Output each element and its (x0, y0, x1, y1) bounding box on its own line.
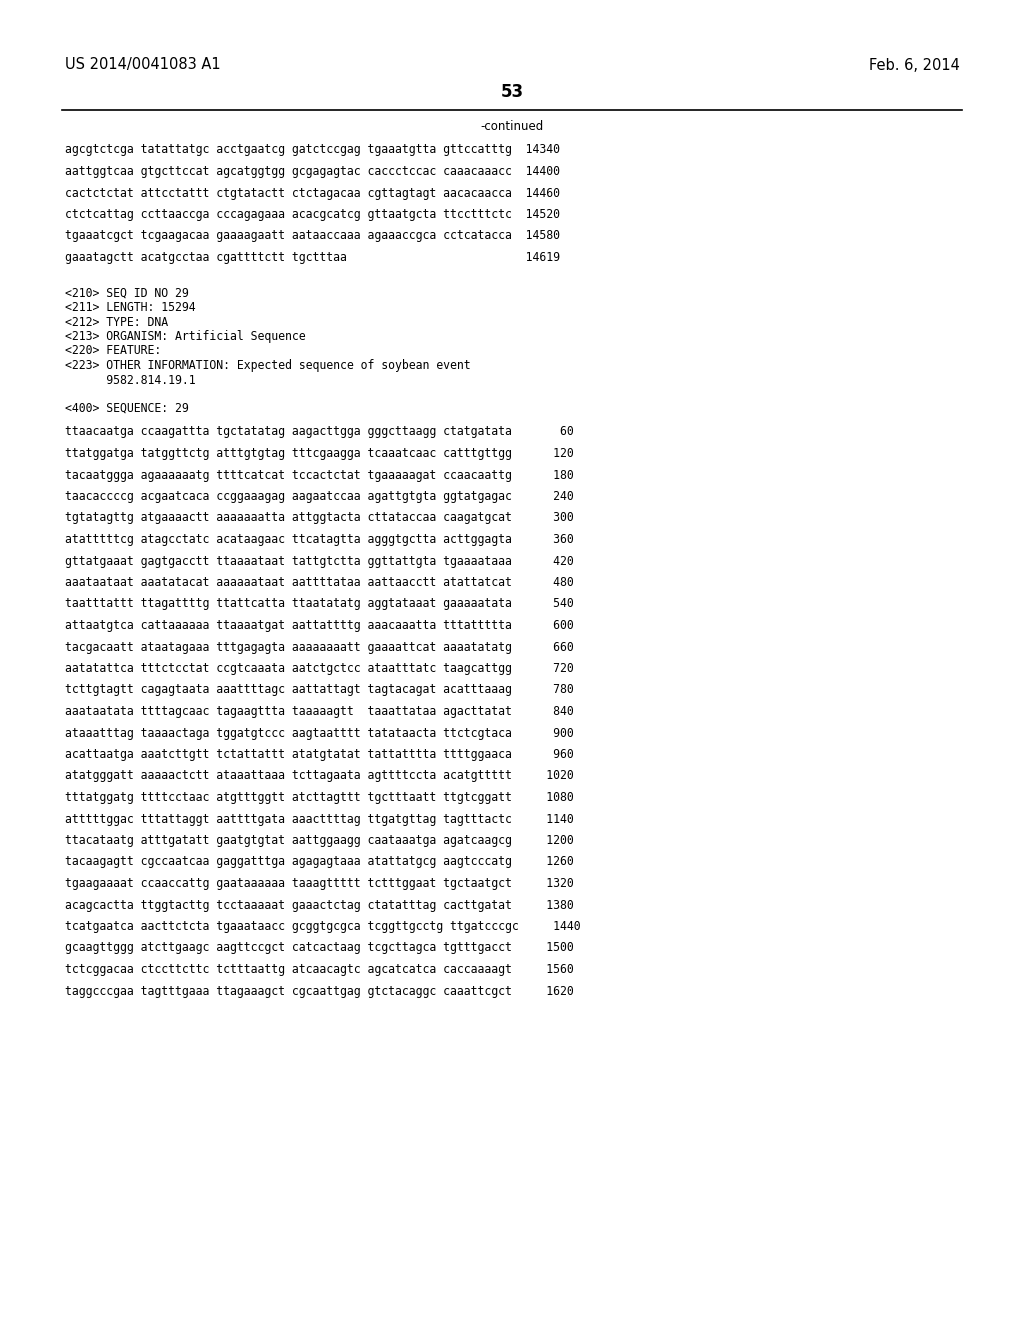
Text: ttatggatga tatggttctg atttgtgtag tttcgaagga tcaaatcaac catttgttgg      120: ttatggatga tatggttctg atttgtgtag tttcgaa… (65, 447, 573, 459)
Text: gcaagttggg atcttgaagc aagttccgct catcactaag tcgcttagca tgtttgacct     1500: gcaagttggg atcttgaagc aagttccgct catcact… (65, 941, 573, 954)
Text: cactctctat attcctattt ctgtatactt ctctagacaa cgttagtagt aacacaacca  14460: cactctctat attcctattt ctgtatactt ctctaga… (65, 186, 560, 199)
Text: aaataataat aaatatacat aaaaaataat aattttataa aattaacctt atattatcat      480: aaataataat aaatatacat aaaaaataat aatttta… (65, 576, 573, 589)
Text: <210> SEQ ID NO 29: <210> SEQ ID NO 29 (65, 286, 188, 300)
Text: Feb. 6, 2014: Feb. 6, 2014 (869, 58, 961, 73)
Text: aatatattca tttctcctat ccgtcaaata aatctgctcc ataatttatc taagcattgg      720: aatatattca tttctcctat ccgtcaaata aatctgc… (65, 663, 573, 675)
Text: <223> OTHER INFORMATION: Expected sequence of soybean event: <223> OTHER INFORMATION: Expected sequen… (65, 359, 471, 372)
Text: atatgggatt aaaaactctt ataaattaaa tcttagaata agttttccta acatgttttt     1020: atatgggatt aaaaactctt ataaattaaa tcttaga… (65, 770, 573, 783)
Text: <211> LENGTH: 15294: <211> LENGTH: 15294 (65, 301, 196, 314)
Text: US 2014/0041083 A1: US 2014/0041083 A1 (65, 58, 220, 73)
Text: attaatgtca cattaaaaaa ttaaaatgat aattattttg aaacaaatta tttattttta      600: attaatgtca cattaaaaaa ttaaaatgat aattatt… (65, 619, 573, 632)
Text: acagcactta ttggtacttg tcctaaaaat gaaactctag ctatatttag cacttgatat     1380: acagcactta ttggtacttg tcctaaaaat gaaactc… (65, 899, 573, 912)
Text: tacaatggga agaaaaaatg ttttcatcat tccactctat tgaaaaagat ccaacaattg      180: tacaatggga agaaaaaatg ttttcatcat tccactc… (65, 469, 573, 482)
Text: tgtatagttg atgaaaactt aaaaaaatta attggtacta cttataccaa caagatgcat      300: tgtatagttg atgaaaactt aaaaaaatta attggta… (65, 511, 573, 524)
Text: <220> FEATURE:: <220> FEATURE: (65, 345, 161, 358)
Text: ataaatttag taaaactaga tggatgtccc aagtaatttt tatataacta ttctcgtaca      900: ataaatttag taaaactaga tggatgtccc aagtaat… (65, 726, 573, 739)
Text: aattggtcaa gtgcttccat agcatggtgg gcgagagtac caccctccac caaacaaacc  14400: aattggtcaa gtgcttccat agcatggtgg gcgagag… (65, 165, 560, 178)
Text: taacaccccg acgaatcaca ccggaaagag aagaatccaa agattgtgta ggtatgagac      240: taacaccccg acgaatcaca ccggaaagag aagaatc… (65, 490, 573, 503)
Text: atatttttcg atagcctatc acataagaac ttcatagtta agggtgctta acttggagta      360: atatttttcg atagcctatc acataagaac ttcatag… (65, 533, 573, 546)
Text: tgaaatcgct tcgaagacaa gaaaagaatt aataaccaaa agaaaccgca cctcatacca  14580: tgaaatcgct tcgaagacaa gaaaagaatt aataacc… (65, 230, 560, 243)
Text: gaaatagctt acatgcctaa cgattttctt tgctttaa                          14619: gaaatagctt acatgcctaa cgattttctt tgcttta… (65, 251, 560, 264)
Text: tgaagaaaat ccaaccattg gaataaaaaa taaagttttt tctttggaat tgctaatgct     1320: tgaagaaaat ccaaccattg gaataaaaaa taaagtt… (65, 876, 573, 890)
Text: atttttggac tttattaggt aattttgata aaacttttag ttgatgttag tagtttactc     1140: atttttggac tttattaggt aattttgata aaacttt… (65, 813, 573, 825)
Text: 53: 53 (501, 83, 523, 102)
Text: ttacataatg atttgatatt gaatgtgtat aattggaagg caataaatga agatcaagcg     1200: ttacataatg atttgatatt gaatgtgtat aattgga… (65, 834, 573, 847)
Text: 9582.814.19.1: 9582.814.19.1 (65, 374, 196, 387)
Text: aaataatata ttttagcaac tagaagttta taaaaagtt  taaattataa agacttatat      840: aaataatata ttttagcaac tagaagttta taaaaag… (65, 705, 573, 718)
Text: acattaatga aaatcttgtt tctattattt atatgtatat tattatttta ttttggaaca      960: acattaatga aaatcttgtt tctattattt atatgta… (65, 748, 573, 762)
Text: tacgacaatt ataatagaaa tttgagagta aaaaaaaatt gaaaattcat aaaatatatg      660: tacgacaatt ataatagaaa tttgagagta aaaaaaa… (65, 640, 573, 653)
Text: taggcccgaa tagtttgaaa ttagaaagct cgcaattgag gtctacaggc caaattcgct     1620: taggcccgaa tagtttgaaa ttagaaagct cgcaatt… (65, 985, 573, 998)
Text: ctctcattag ccttaaccga cccagagaaa acacgcatcg gttaatgcta ttcctttctc  14520: ctctcattag ccttaaccga cccagagaaa acacgca… (65, 209, 560, 220)
Text: taatttattt ttagattttg ttattcatta ttaatatatg aggtataaat gaaaaatata      540: taatttattt ttagattttg ttattcatta ttaatat… (65, 598, 573, 610)
Text: gttatgaaat gagtgacctt ttaaaataat tattgtctta ggttattgta tgaaaataaa      420: gttatgaaat gagtgacctt ttaaaataat tattgtc… (65, 554, 573, 568)
Text: <212> TYPE: DNA: <212> TYPE: DNA (65, 315, 168, 329)
Text: agcgtctcga tatattatgc acctgaatcg gatctccgag tgaaatgtta gttccatttg  14340: agcgtctcga tatattatgc acctgaatcg gatctcc… (65, 144, 560, 157)
Text: tcttgtagtt cagagtaata aaattttagc aattattagt tagtacagat acatttaaag      780: tcttgtagtt cagagtaata aaattttagc aattatt… (65, 684, 573, 697)
Text: tctcggacaa ctccttcttc tctttaattg atcaacagtc agcatcatca caccaaaagt     1560: tctcggacaa ctccttcttc tctttaattg atcaaca… (65, 964, 573, 975)
Text: tttatggatg ttttcctaac atgtttggtt atcttagttt tgctttaatt ttgtcggatt     1080: tttatggatg ttttcctaac atgtttggtt atcttag… (65, 791, 573, 804)
Text: ttaacaatga ccaagattta tgctatatag aagacttgga gggcttaagg ctatgatata       60: ttaacaatga ccaagattta tgctatatag aagactt… (65, 425, 573, 438)
Text: tacaagagtt cgccaatcaa gaggatttga agagagtaaa atattatgcg aagtcccatg     1260: tacaagagtt cgccaatcaa gaggatttga agagagt… (65, 855, 573, 869)
Text: -continued: -continued (480, 120, 544, 132)
Text: tcatgaatca aacttctcta tgaaataacc gcggtgcgca tcggttgcctg ttgatcccgc     1440: tcatgaatca aacttctcta tgaaataacc gcggtgc… (65, 920, 581, 933)
Text: <400> SEQUENCE: 29: <400> SEQUENCE: 29 (65, 403, 188, 414)
Text: <213> ORGANISM: Artificial Sequence: <213> ORGANISM: Artificial Sequence (65, 330, 305, 343)
